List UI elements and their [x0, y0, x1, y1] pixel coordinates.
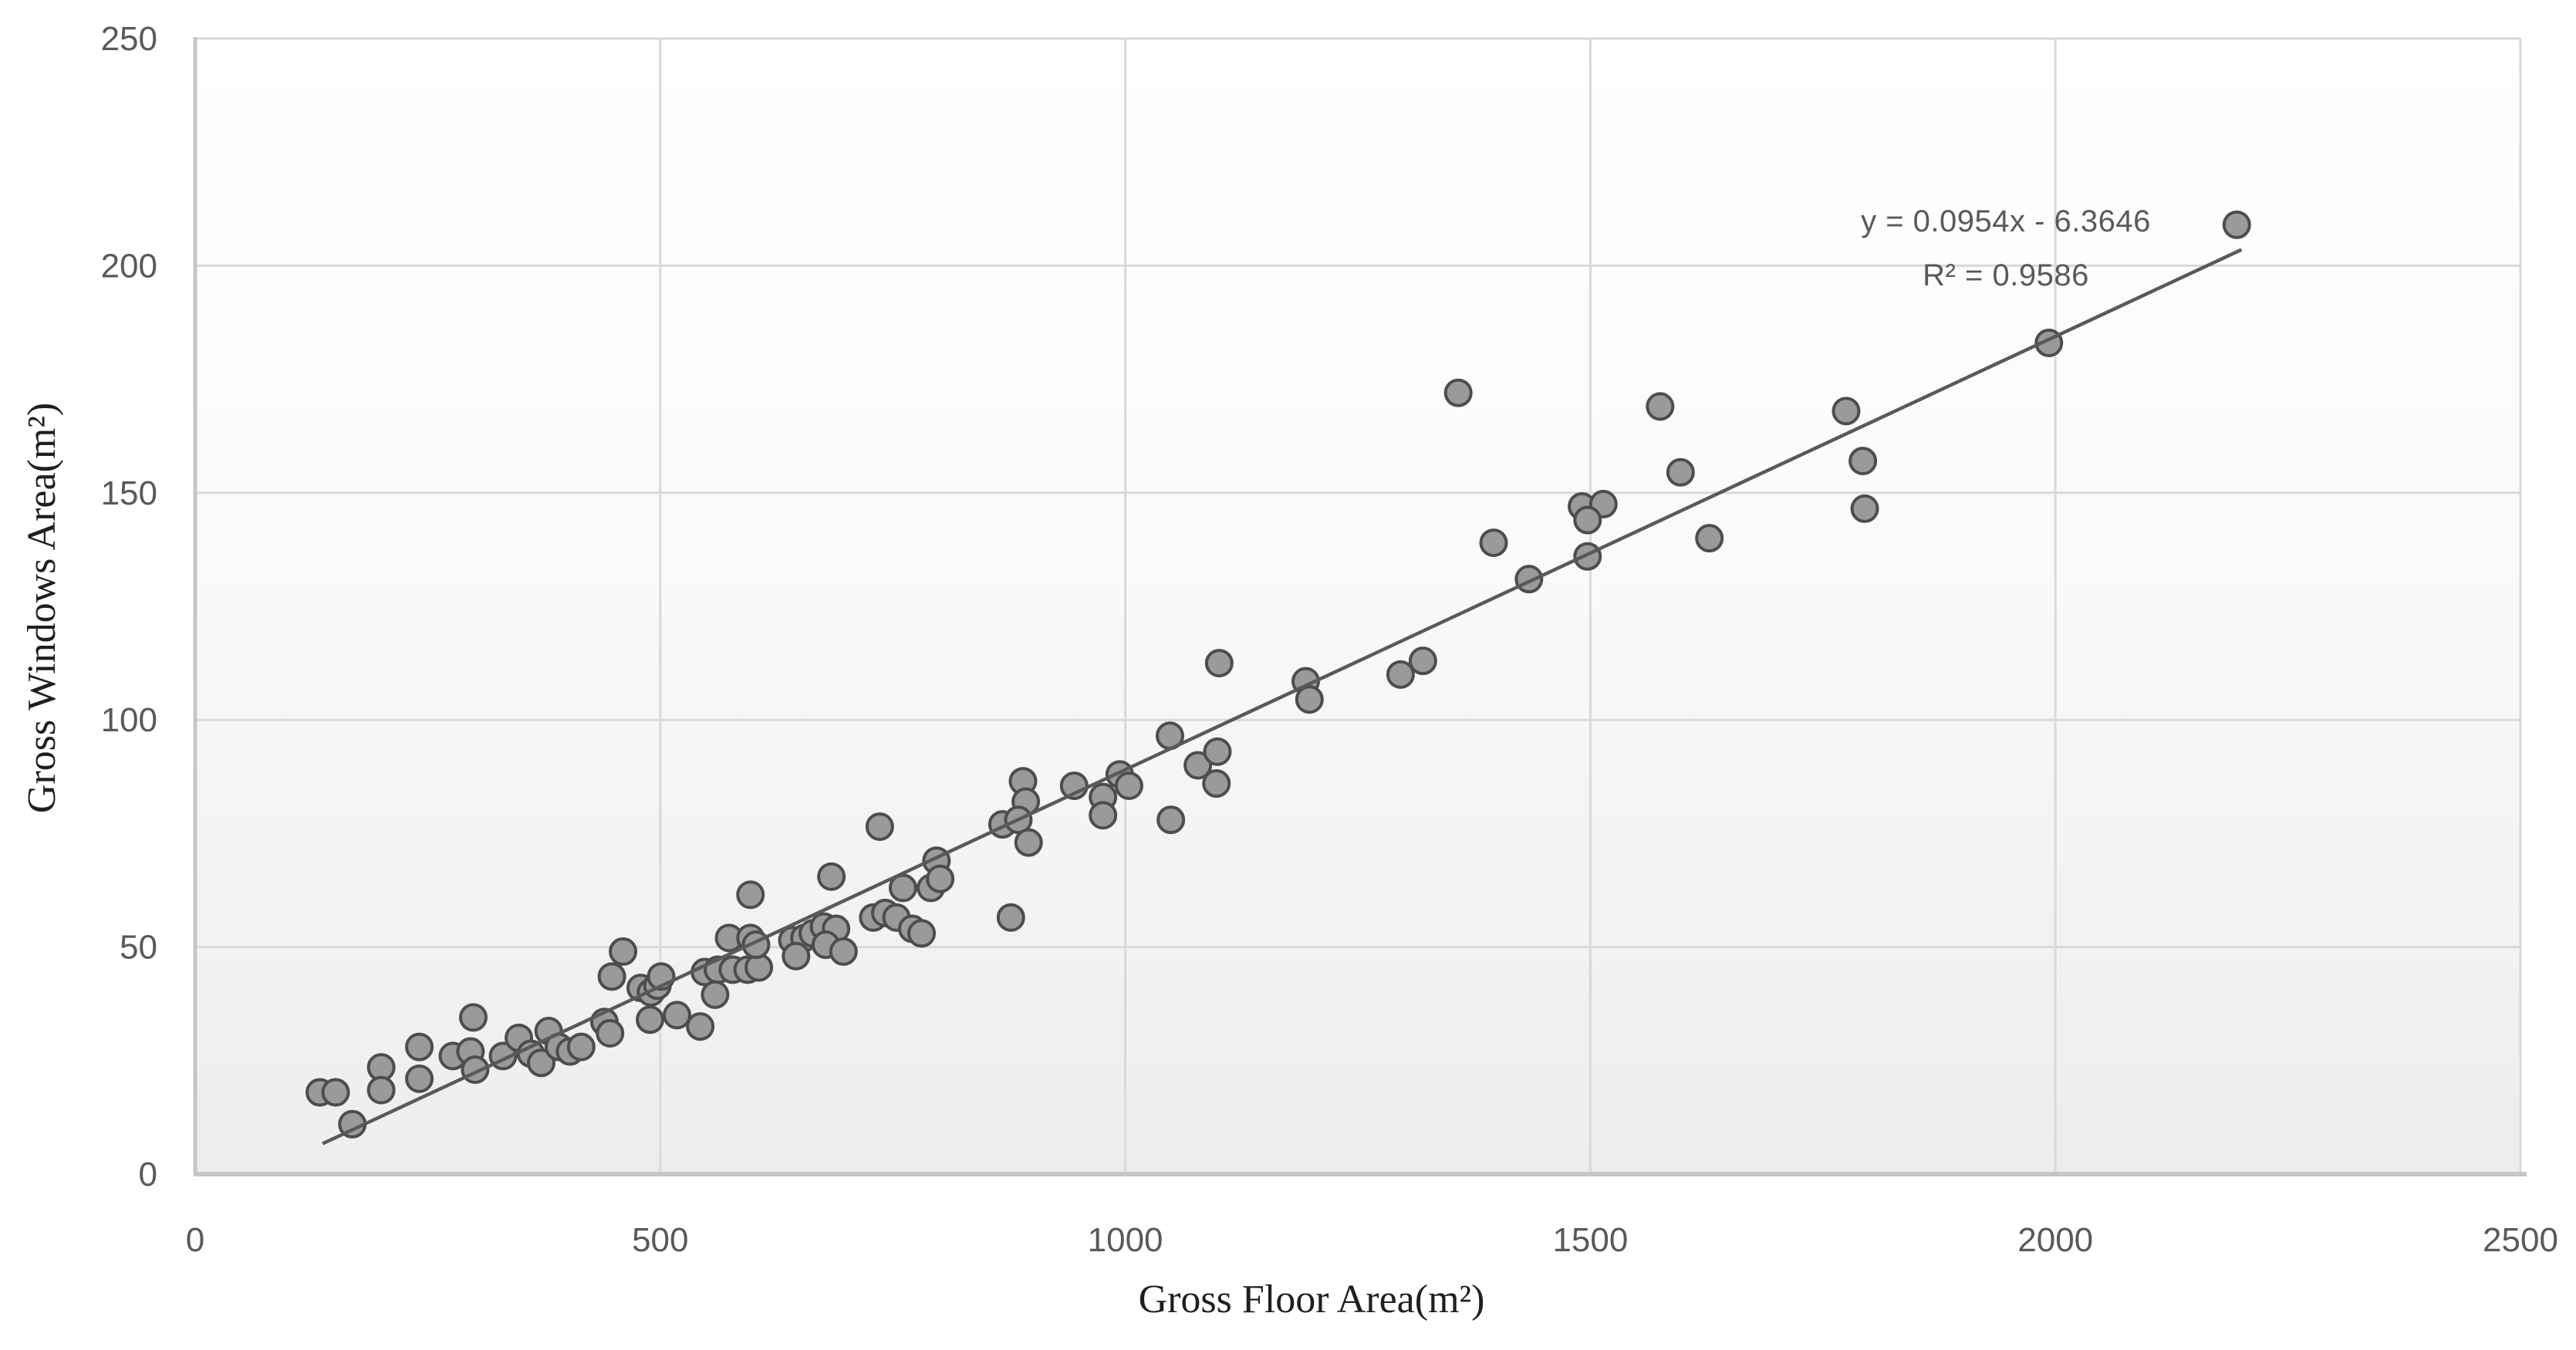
y-tick-label-0: 0 [139, 1156, 157, 1193]
data-point [526, 1048, 555, 1078]
data-point [865, 812, 894, 842]
data-point [817, 862, 846, 891]
data-point [566, 1032, 596, 1061]
data-point [1386, 660, 1415, 689]
data-point [1014, 828, 1043, 857]
y-tick-label-150: 150 [101, 474, 157, 512]
x-axis-title: Gross Floor Area(m²) [1138, 1277, 1485, 1321]
x-tick-label-0: 0 [186, 1221, 204, 1259]
trendline-equation-line2: R² = 0.9586 [1923, 258, 2089, 292]
trendline-equation: y = 0.0954x - 6.3646 R² = 0.9586 [1767, 194, 2245, 302]
data-point [888, 873, 917, 903]
data-point [907, 919, 937, 948]
data-point [405, 1032, 434, 1061]
x-tick-label-1000: 1000 [1088, 1221, 1163, 1259]
y-axis-title: Gross Windows Area(m²) [20, 402, 64, 814]
y-tick-label-50: 50 [120, 929, 157, 967]
data-point [1848, 447, 1878, 476]
plot-background [195, 39, 2520, 1174]
data-point [1443, 378, 1473, 407]
x-tick-label-1500: 1500 [1552, 1221, 1628, 1259]
data-point [1832, 397, 1861, 426]
data-point [1183, 751, 1213, 780]
x-tick-label-2000: 2000 [2017, 1221, 2093, 1259]
data-point [1479, 528, 1508, 558]
x-tick-label-500: 500 [632, 1221, 688, 1259]
data-point [321, 1078, 350, 1107]
data-point [926, 864, 955, 893]
data-point [1666, 457, 1695, 487]
data-point [736, 880, 765, 910]
data-point [636, 1005, 665, 1034]
data-point [458, 1003, 488, 1032]
data-point [1089, 801, 1118, 830]
data-point [1646, 392, 1675, 421]
y-tick-label-100: 100 [101, 701, 157, 739]
data-point [686, 1012, 715, 1041]
data-point [829, 937, 858, 966]
data-point [366, 1075, 396, 1105]
data-point [596, 1018, 625, 1048]
data-point [663, 1001, 692, 1030]
y-tick-label-200: 200 [101, 247, 157, 285]
data-point [609, 937, 638, 966]
data-point [597, 962, 626, 991]
data-point [1573, 542, 1602, 571]
y-tick-label-250: 250 [101, 20, 157, 58]
data-point [996, 903, 1025, 932]
data-point [782, 941, 811, 970]
data-point [1295, 685, 1324, 714]
data-point [1850, 494, 1879, 523]
trend-line [322, 248, 2243, 1146]
data-point [1203, 737, 1232, 766]
data-point [405, 1064, 434, 1093]
trendline-equation-line1: y = 0.0954x - 6.3646 [1861, 204, 2151, 238]
data-point [1204, 649, 1234, 678]
data-point [1695, 524, 1724, 553]
data-point [1573, 505, 1602, 535]
data-point [1408, 646, 1437, 676]
x-tick-label-2500: 2500 [2483, 1221, 2558, 1259]
data-point [2222, 210, 2251, 239]
data-point [701, 980, 730, 1009]
data-point [1156, 805, 1186, 835]
data-point [1202, 769, 1231, 798]
data-point [1114, 771, 1143, 801]
